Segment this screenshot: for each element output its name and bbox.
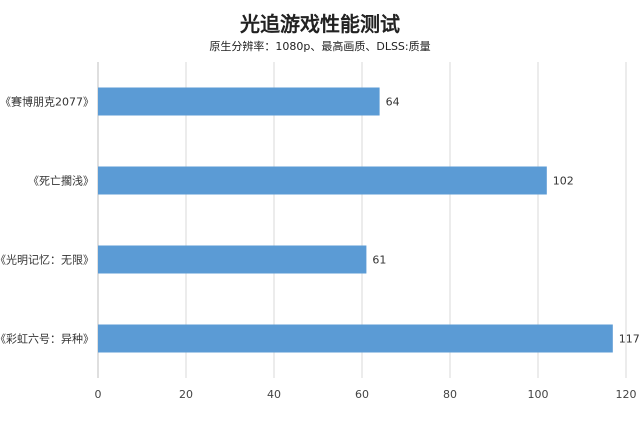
- x-tick-label: 80: [443, 388, 457, 401]
- x-tick-label: 40: [267, 388, 281, 401]
- category-label: 《光明记忆：无限》: [0, 253, 94, 267]
- data-label: 102: [553, 175, 574, 188]
- chart-title: 光追游戏性能测试: [240, 12, 400, 36]
- bar: [98, 166, 547, 195]
- data-label: 117: [619, 333, 640, 346]
- data-label: 64: [386, 96, 400, 109]
- x-tick-label: 100: [528, 388, 549, 401]
- x-tick-label: 0: [95, 388, 102, 401]
- category-label: 《死亡擱浅》: [28, 174, 94, 188]
- category-label: 《彩虹六号：异种》: [0, 332, 94, 346]
- bar: [98, 245, 367, 274]
- category-label: 《賽博朋克2077》: [0, 95, 94, 109]
- bar: [98, 87, 380, 116]
- x-tick-label: 60: [355, 388, 369, 401]
- x-tick-label: 120: [616, 388, 637, 401]
- x-tick-label: 20: [179, 388, 193, 401]
- data-label: 61: [372, 254, 386, 267]
- bar: [98, 324, 613, 353]
- chart-subtitle: 原生分辨率：1080p、最高画质、DLSS:质量: [209, 40, 431, 53]
